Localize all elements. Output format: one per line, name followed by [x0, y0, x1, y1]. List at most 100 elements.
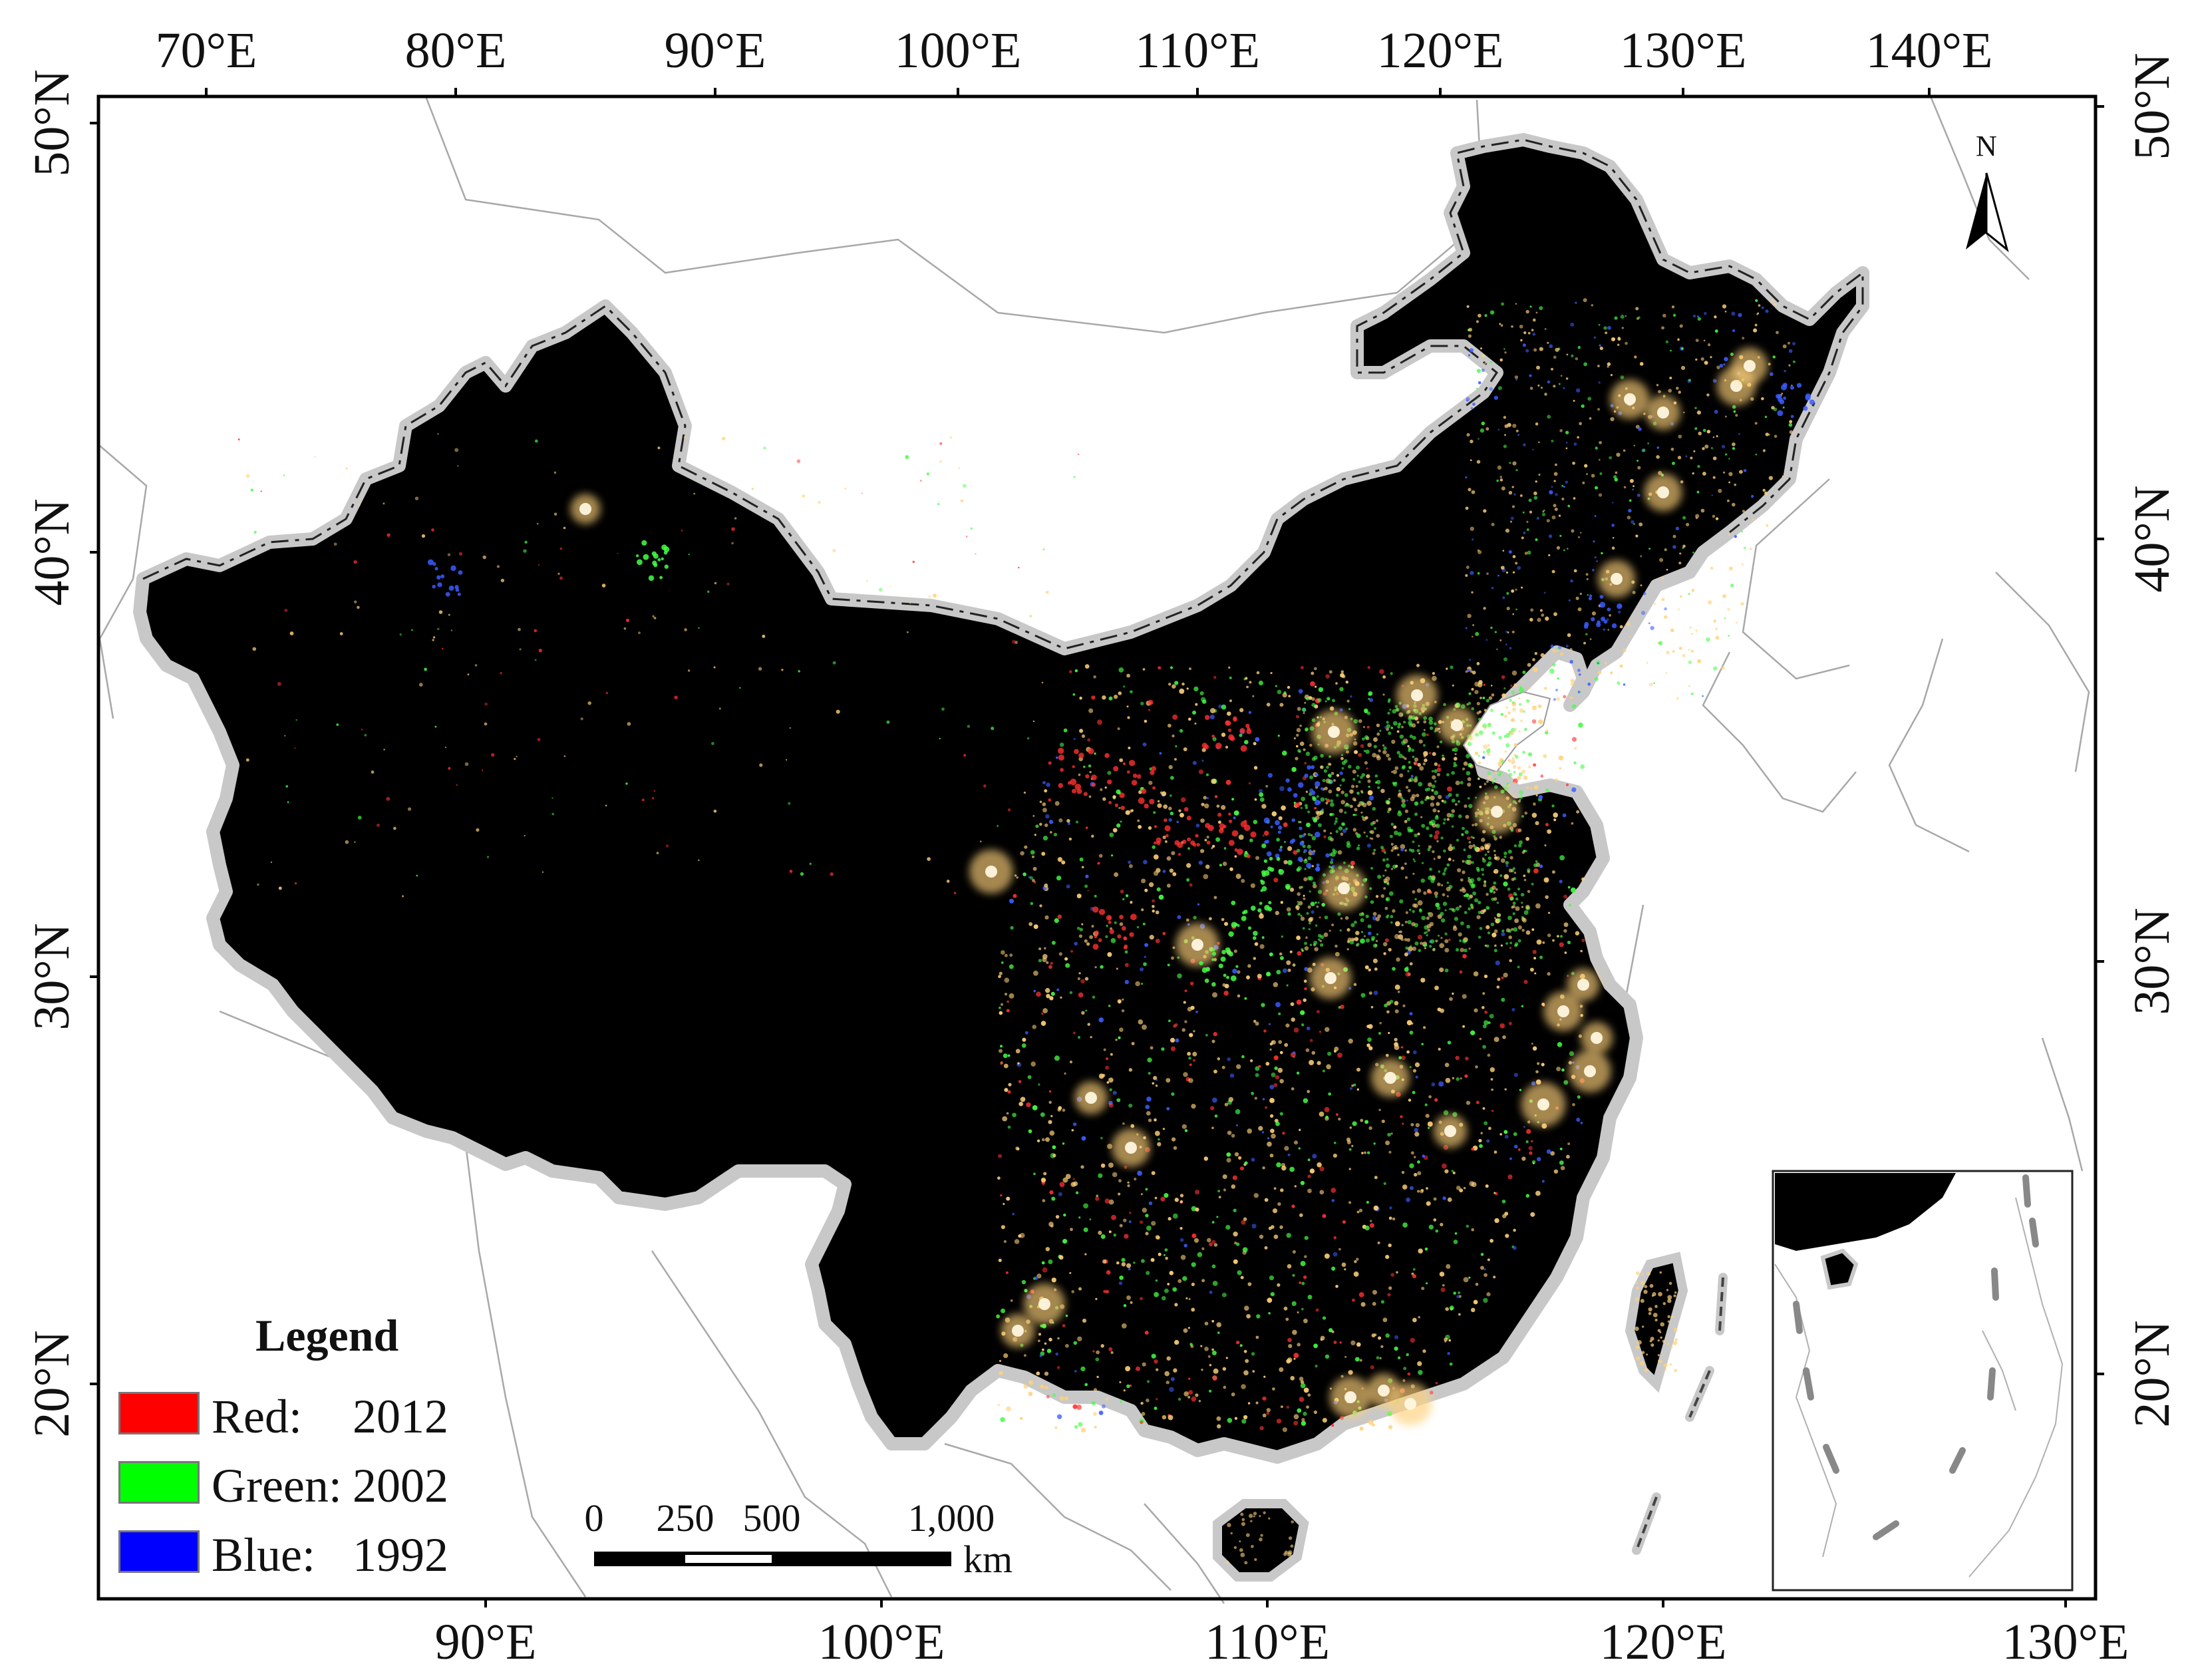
light-dot — [1151, 1171, 1156, 1176]
light-dot — [1414, 833, 1418, 838]
light-dot — [1325, 1115, 1328, 1119]
light-dot — [1348, 1148, 1352, 1151]
light-dot — [1599, 346, 1603, 351]
light-dot — [1614, 316, 1618, 320]
light-dot — [1408, 848, 1412, 852]
light-dot — [1440, 836, 1444, 840]
light-dot — [1478, 730, 1484, 735]
light-dot — [1390, 915, 1394, 919]
light-dot — [1187, 837, 1191, 842]
light-dot — [1259, 902, 1263, 906]
light-dot — [1231, 1392, 1235, 1397]
light-dot — [1366, 1200, 1370, 1204]
light-dot — [1211, 1351, 1217, 1355]
light-dot — [1082, 1318, 1087, 1323]
light-dot — [1805, 393, 1811, 399]
light-dot — [1046, 961, 1049, 964]
light-dot — [1408, 1098, 1412, 1102]
lon-label-top: 110°E — [1135, 23, 1260, 79]
light-dot — [1783, 397, 1786, 400]
light-dot — [1042, 808, 1047, 812]
light-dot — [1055, 756, 1058, 759]
light-dot — [789, 870, 793, 873]
light-dot — [1186, 815, 1191, 821]
light-dot — [1428, 717, 1433, 721]
light-dot — [1041, 1138, 1045, 1142]
light-dot — [1465, 1057, 1469, 1061]
light-dot — [1426, 916, 1430, 920]
light-dot — [1418, 739, 1423, 744]
light-dot — [1688, 649, 1690, 651]
light-dot — [1505, 942, 1509, 945]
light-dot — [1356, 1258, 1359, 1261]
light-dot — [1402, 1379, 1406, 1383]
light-dot — [1003, 1053, 1008, 1059]
light-dot — [1580, 1121, 1583, 1124]
light-dot — [1127, 1181, 1130, 1184]
light-dot — [1613, 337, 1615, 341]
light-dot — [1309, 943, 1313, 946]
light-dot — [1032, 866, 1037, 871]
light-dot — [1003, 1353, 1009, 1359]
light-dot — [1098, 1073, 1104, 1079]
light-dot — [1003, 1202, 1005, 1206]
light-dot — [1363, 831, 1366, 834]
light-dot — [1416, 1190, 1420, 1193]
light-dot — [1212, 1097, 1217, 1103]
light-dot — [1657, 1329, 1661, 1333]
light-dot — [1463, 848, 1466, 852]
light-dot — [1415, 1075, 1418, 1079]
light-dot — [1467, 897, 1470, 900]
light-dot — [1275, 820, 1280, 826]
light-dot — [1253, 1019, 1257, 1023]
light-dot — [1493, 850, 1496, 852]
light-dot — [1394, 1037, 1398, 1042]
light-dot — [1491, 778, 1494, 781]
light-dot — [1512, 912, 1515, 916]
light-dot — [1083, 1227, 1088, 1232]
light-dot — [1328, 789, 1332, 794]
light-dot — [553, 512, 557, 516]
light-dot — [1180, 1254, 1186, 1260]
light-dot — [1190, 1345, 1194, 1349]
light-dot — [1462, 1025, 1466, 1028]
light-dot — [1423, 729, 1426, 731]
light-dot — [1549, 490, 1553, 495]
light-dot — [1610, 671, 1613, 675]
light-dot — [1643, 1289, 1648, 1294]
light-dot — [1271, 1041, 1274, 1043]
light-dot — [1446, 786, 1452, 792]
light-dot — [1360, 993, 1366, 998]
light-dot — [1478, 900, 1482, 905]
light-dot — [663, 550, 668, 555]
light-dot — [1420, 941, 1423, 945]
light-dot — [1219, 864, 1222, 867]
light-dot — [1642, 592, 1646, 595]
light-dot — [1552, 939, 1555, 942]
light-dot — [1328, 865, 1331, 868]
light-dot — [1390, 842, 1394, 846]
light-dot — [1235, 965, 1239, 968]
light-dot — [1468, 488, 1472, 492]
light-dot — [734, 517, 737, 520]
light-dot — [1360, 1301, 1366, 1307]
light-dot — [1493, 395, 1499, 401]
light-dot — [1078, 934, 1083, 938]
light-dot — [1007, 1054, 1011, 1057]
light-dot — [1629, 478, 1634, 483]
light-dot — [1151, 1353, 1156, 1359]
light-dot — [1468, 907, 1471, 911]
light-dot — [1119, 1224, 1123, 1228]
light-dot — [1682, 546, 1684, 549]
light-dot — [1512, 1246, 1517, 1250]
light-dot — [1467, 854, 1472, 859]
light-dot — [1159, 752, 1162, 755]
light-dot — [1323, 835, 1327, 839]
light-dot — [1517, 566, 1521, 570]
light-dot — [1436, 802, 1440, 806]
light-dot — [1712, 436, 1715, 438]
light-dot — [1421, 824, 1426, 828]
light-dot — [1547, 341, 1549, 345]
light-dot — [1324, 1253, 1330, 1259]
light-dot — [1016, 1147, 1020, 1151]
